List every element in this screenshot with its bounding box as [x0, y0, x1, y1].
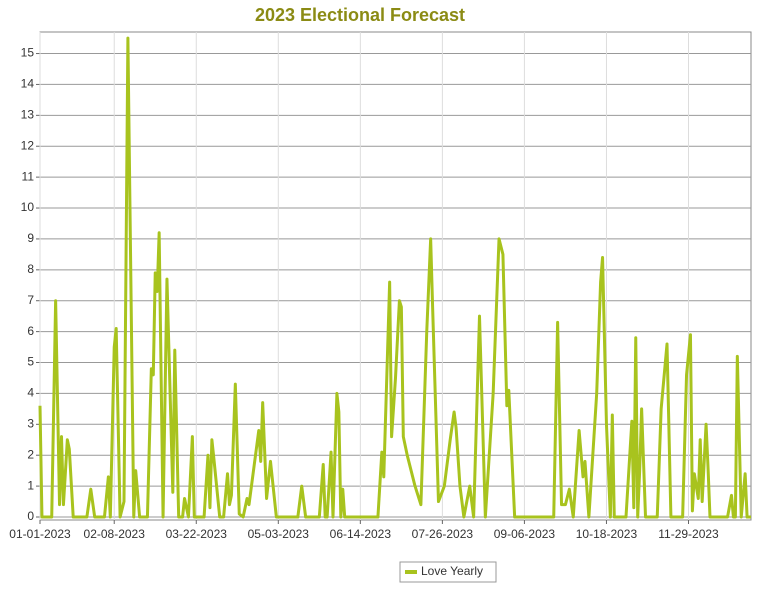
y-tick-label: 12 — [21, 138, 35, 152]
y-tick-label: 0 — [27, 509, 34, 523]
y-tick-label: 9 — [27, 231, 34, 245]
x-tick-label: 10-18-2023 — [576, 527, 638, 541]
y-tick-label: 4 — [27, 386, 34, 400]
y-tick-label: 15 — [21, 46, 35, 60]
legend-label: Love Yearly — [421, 564, 483, 578]
y-tick-label: 8 — [27, 262, 34, 276]
chart-title: 2023 Electional Forecast — [255, 5, 465, 25]
y-tick-label: 3 — [27, 416, 34, 430]
x-tick-label: 07-26-2023 — [412, 527, 474, 541]
y-tick-label: 1 — [27, 478, 34, 492]
y-tick-label: 13 — [21, 108, 35, 122]
x-tick-label: 02-08-2023 — [84, 527, 146, 541]
x-tick-label: 06-14-2023 — [330, 527, 392, 541]
y-tick-label: 6 — [27, 324, 34, 338]
y-tick-label: 11 — [22, 169, 35, 183]
x-tick-label: 01-01-2023 — [9, 527, 71, 541]
y-tick-label: 10 — [21, 200, 35, 214]
x-tick-label: 09-06-2023 — [494, 527, 556, 541]
y-tick-label: 14 — [21, 77, 35, 91]
x-tick-label: 05-03-2023 — [248, 527, 310, 541]
x-tick-label: 03-22-2023 — [166, 527, 228, 541]
legend-box — [399, 561, 497, 583]
series-line — [38, 36, 751, 519]
legend: Love Yearly — [399, 561, 497, 583]
x-tick-label: 11-29-2023 — [658, 527, 719, 541]
y-tick-label: 2 — [27, 447, 34, 461]
y-tick-label: 5 — [27, 355, 34, 369]
y-tick-label: 7 — [27, 293, 34, 307]
